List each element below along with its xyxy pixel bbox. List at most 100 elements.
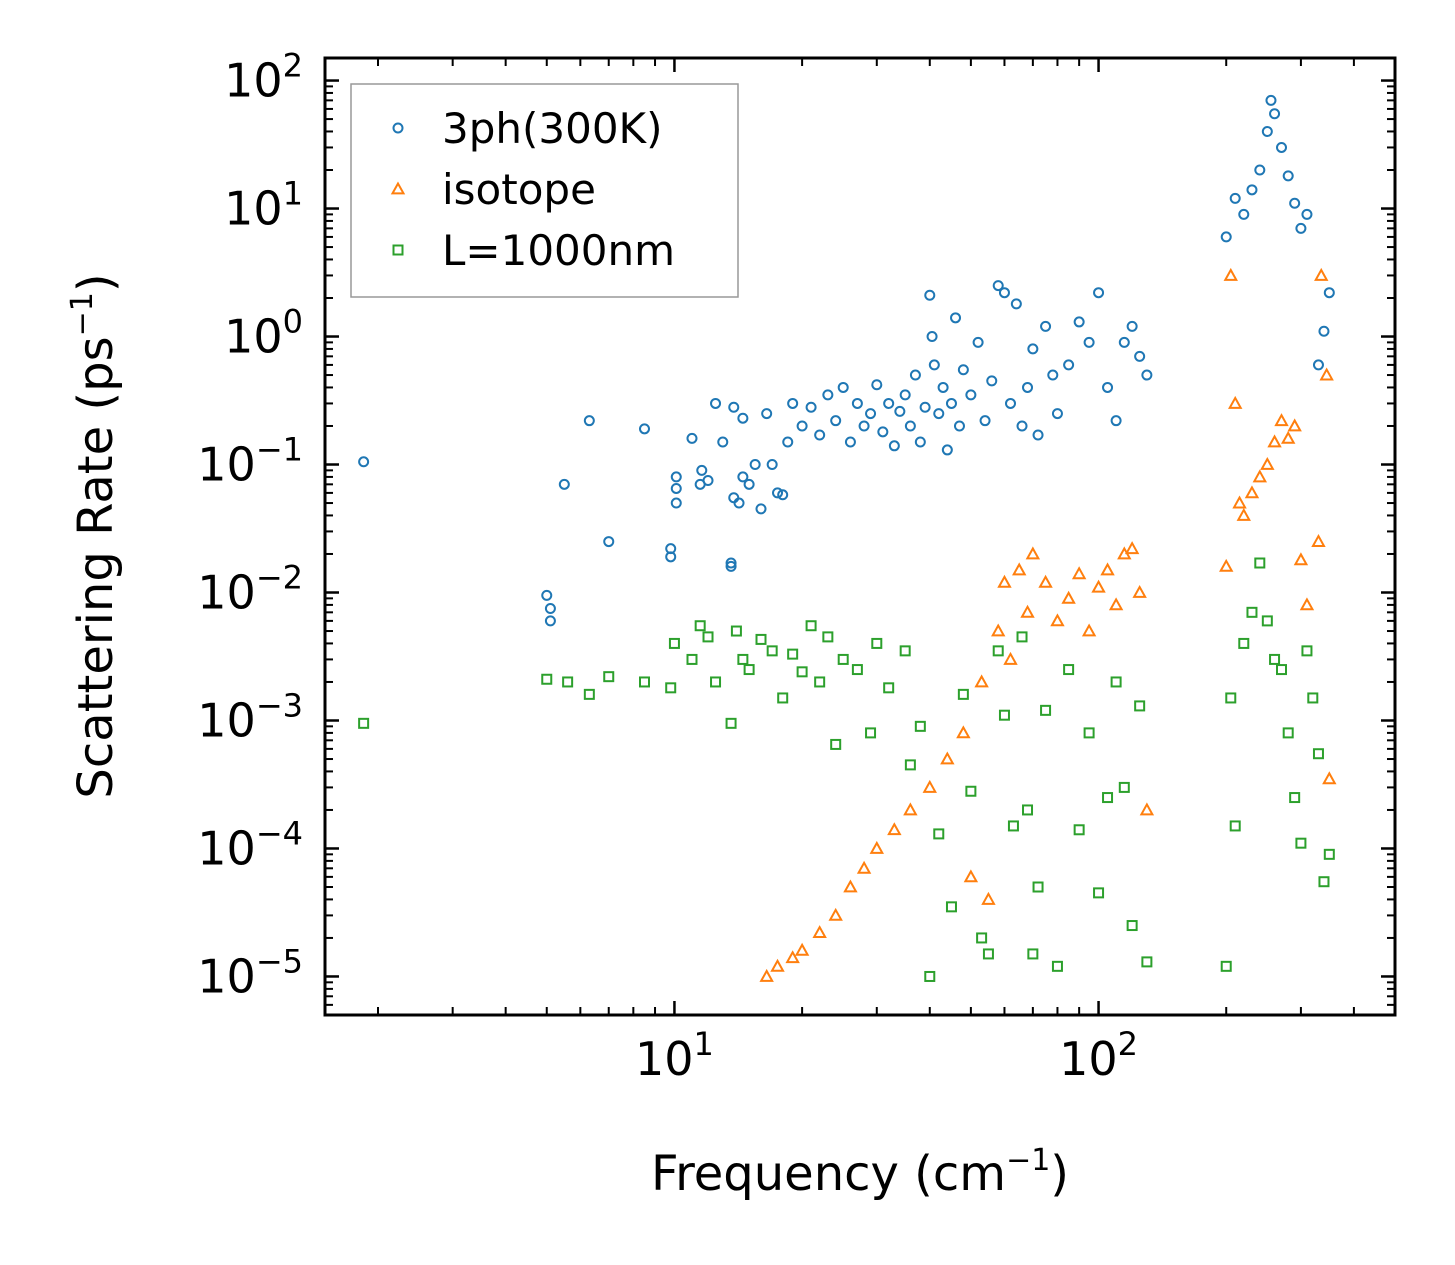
data-point bbox=[1244, 485, 1260, 499]
data-point bbox=[702, 631, 714, 643]
data-point bbox=[1032, 881, 1044, 893]
legend-square-marker bbox=[392, 244, 404, 256]
data-point bbox=[991, 623, 1006, 637]
data-point bbox=[837, 381, 849, 393]
data-point bbox=[770, 958, 785, 972]
data-point bbox=[843, 879, 858, 893]
data-point bbox=[725, 560, 737, 572]
data-point bbox=[544, 602, 556, 614]
data-point bbox=[583, 415, 595, 427]
data-point bbox=[787, 648, 799, 660]
data-point bbox=[914, 436, 926, 448]
data-point bbox=[743, 478, 755, 490]
data-point bbox=[1225, 692, 1237, 704]
data-point bbox=[1299, 597, 1315, 611]
data-point bbox=[761, 408, 773, 420]
y-tick-label: 10−2 bbox=[197, 558, 303, 619]
data-point bbox=[1073, 824, 1085, 836]
data-point bbox=[1012, 562, 1027, 576]
data-point bbox=[837, 653, 849, 665]
data-point bbox=[1091, 579, 1106, 593]
data-point bbox=[856, 860, 872, 874]
data-point bbox=[972, 336, 984, 348]
data-point bbox=[1276, 664, 1288, 676]
x-tick-label: 102 bbox=[1059, 1025, 1138, 1086]
data-point bbox=[1228, 395, 1243, 409]
data-point bbox=[933, 408, 945, 420]
data-point bbox=[909, 369, 921, 381]
data-point bbox=[1102, 381, 1114, 393]
data-point bbox=[1312, 748, 1324, 760]
data-point bbox=[1083, 727, 1095, 739]
data-point bbox=[998, 709, 1010, 721]
data-points bbox=[358, 94, 1337, 982]
data-point bbox=[1252, 469, 1268, 483]
data-point bbox=[794, 942, 810, 956]
data-point bbox=[1134, 700, 1146, 712]
data-point bbox=[1040, 704, 1052, 716]
data-point bbox=[749, 459, 761, 471]
data-point bbox=[805, 401, 817, 413]
data-point bbox=[358, 456, 370, 468]
data-point bbox=[694, 620, 706, 632]
data-point bbox=[953, 420, 965, 432]
data-point bbox=[957, 688, 969, 700]
data-point bbox=[1126, 920, 1138, 932]
data-point bbox=[894, 405, 906, 417]
data-point bbox=[737, 412, 749, 424]
data-point bbox=[1071, 566, 1087, 580]
data-point bbox=[1281, 430, 1296, 444]
data-point bbox=[1038, 574, 1053, 588]
data-point bbox=[937, 381, 949, 393]
data-point bbox=[1254, 164, 1266, 176]
y-tick-label: 101 bbox=[224, 175, 303, 236]
data-point bbox=[1032, 429, 1044, 441]
data-point bbox=[1020, 604, 1035, 618]
series-isotope bbox=[759, 267, 1337, 982]
data-point bbox=[986, 375, 998, 387]
data-point bbox=[1093, 287, 1105, 299]
data-point bbox=[730, 625, 742, 637]
data-point bbox=[1261, 125, 1273, 137]
data-point bbox=[782, 436, 794, 448]
y-tick-label: 102 bbox=[224, 47, 303, 108]
data-point bbox=[924, 970, 936, 982]
data-point bbox=[941, 444, 953, 456]
data-point bbox=[899, 645, 911, 657]
legend-box bbox=[350, 83, 739, 298]
data-point bbox=[772, 487, 784, 499]
y-tick-label: 10−4 bbox=[197, 814, 303, 875]
data-point bbox=[830, 415, 842, 427]
data-point bbox=[702, 475, 714, 487]
data-point bbox=[1289, 792, 1301, 804]
data-point bbox=[766, 645, 778, 657]
tick-labels: 101 102 102 101 100 10−1 10−2 10−3 10−4 10−5 bbox=[197, 47, 1138, 1086]
data-point bbox=[965, 389, 977, 401]
data-point bbox=[670, 471, 682, 483]
data-point bbox=[1318, 325, 1330, 337]
data-point bbox=[1118, 781, 1130, 793]
data-point bbox=[1027, 343, 1039, 355]
data-point bbox=[981, 891, 996, 905]
data-point bbox=[822, 631, 834, 643]
data-point bbox=[865, 408, 877, 420]
data-point bbox=[725, 717, 737, 729]
data-point bbox=[759, 968, 774, 982]
data-point bbox=[904, 420, 916, 432]
data-point bbox=[1220, 231, 1232, 243]
data-point bbox=[1301, 645, 1313, 657]
data-point bbox=[871, 379, 883, 391]
data-point bbox=[1007, 820, 1019, 832]
data-point bbox=[888, 440, 900, 452]
data-point bbox=[1301, 208, 1313, 220]
data-point bbox=[1314, 267, 1329, 281]
legend-entry-triangle: isotope bbox=[390, 165, 596, 214]
data-point bbox=[1110, 676, 1122, 688]
data-point bbox=[924, 289, 936, 301]
data-point bbox=[1083, 336, 1095, 348]
legend-triangle-marker bbox=[390, 181, 406, 195]
data-point bbox=[1126, 320, 1138, 332]
data-point bbox=[728, 401, 740, 413]
data-point bbox=[903, 802, 918, 816]
data-point bbox=[603, 536, 615, 548]
